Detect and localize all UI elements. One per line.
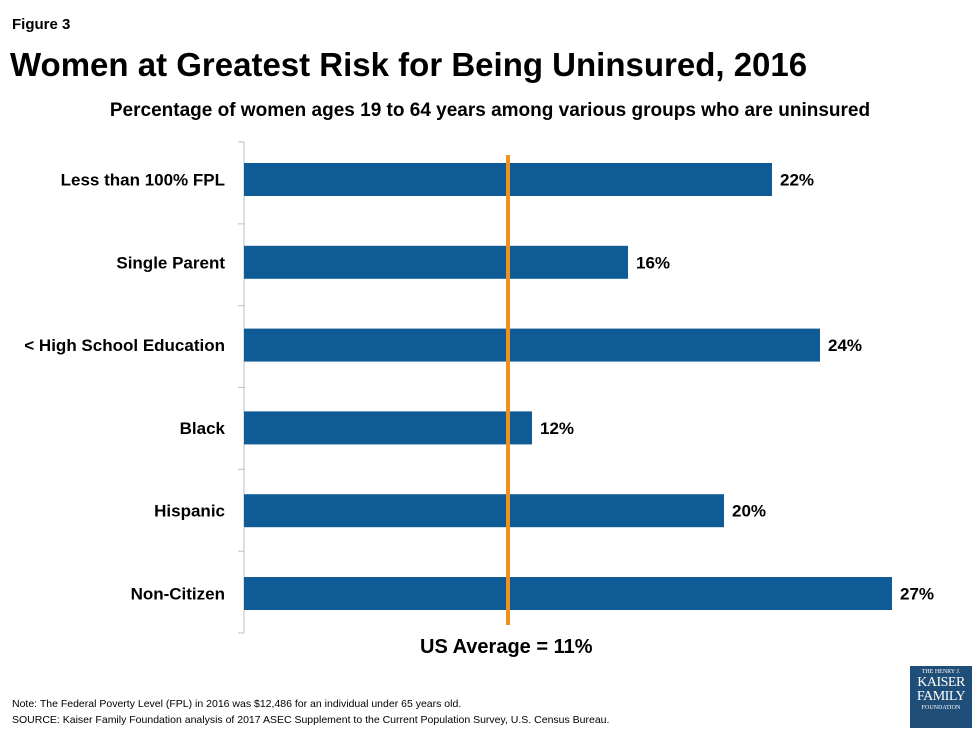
category-label: < High School Education <box>24 336 225 355</box>
bar <box>244 577 892 610</box>
bar <box>244 494 724 528</box>
data-label: 16% <box>636 253 670 272</box>
data-label: 12% <box>540 419 574 438</box>
logo-line-4: FOUNDATION <box>921 705 961 711</box>
figure-label: Figure 3 <box>12 16 71 33</box>
chart-title: Women at Greatest Risk for Being Uninsur… <box>10 46 808 83</box>
data-label: 20% <box>732 502 766 521</box>
bar <box>244 411 532 445</box>
category-label: Non-Citizen <box>131 585 225 604</box>
category-label: Hispanic <box>154 502 225 521</box>
logo-line-1: THE HENRY J. <box>921 669 961 675</box>
bar <box>244 245 628 279</box>
us-average-label: US Average = 11% <box>420 636 593 658</box>
category-label: Less than 100% FPL <box>61 171 225 190</box>
kff-logo: THE HENRY J. KAISER FAMILY FOUNDATION <box>910 666 972 728</box>
logo-line-3: FAMILY <box>916 689 966 704</box>
source-note: SOURCE: Kaiser Family Foundation analysi… <box>12 714 610 726</box>
data-label: 22% <box>780 171 814 190</box>
logo-line-2: KAISER <box>917 675 965 690</box>
bar <box>244 328 820 362</box>
chart-subtitle: Percentage of women ages 19 to 64 years … <box>109 100 871 121</box>
footnote: Note: The Federal Poverty Level (FPL) in… <box>12 698 462 710</box>
category-label: Black <box>180 419 226 438</box>
data-label: 24% <box>828 336 862 355</box>
category-label: Single Parent <box>116 253 225 272</box>
data-label: 27% <box>900 585 934 604</box>
